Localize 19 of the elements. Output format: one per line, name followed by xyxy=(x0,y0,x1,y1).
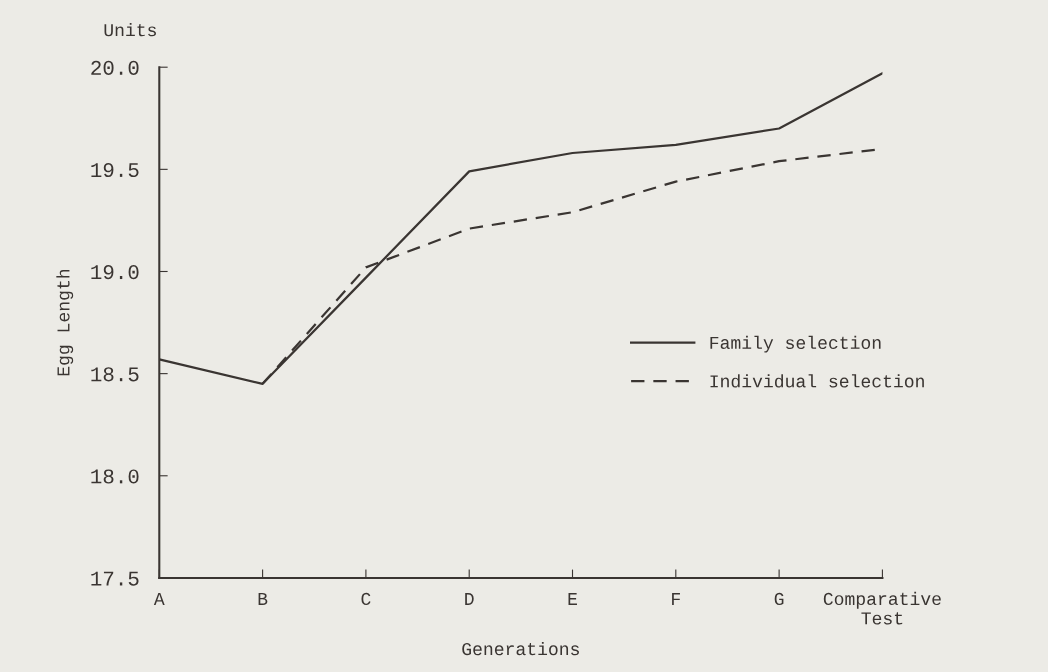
y-tick-label: 19.5 xyxy=(91,162,139,178)
x-tick-label: D xyxy=(465,593,474,605)
x-tick-label: F xyxy=(672,593,680,605)
y-tick-label: 18.0 xyxy=(91,469,139,484)
x-tick-label: Comparative Test xyxy=(823,591,941,625)
x-tick-label: B xyxy=(258,593,268,605)
y-tick-label: 18.5 xyxy=(91,367,139,382)
legend-label: Family selection xyxy=(710,335,881,353)
x-tick-label: G xyxy=(774,592,784,606)
text: Units xyxy=(104,23,156,37)
y-tick-label: 20.0 xyxy=(91,60,139,75)
x-tick-label: A xyxy=(153,593,165,605)
x-axis-title: Generations xyxy=(462,641,579,656)
y-axis-title: Egg Length xyxy=(56,269,74,376)
y-tick-label: 19.0 xyxy=(91,265,139,280)
legend-label: Individual selection xyxy=(710,374,924,388)
x-tick-label: C xyxy=(361,592,371,606)
y-tick-label: 17.5 xyxy=(91,571,139,586)
x-tick-label: E xyxy=(568,593,577,605)
